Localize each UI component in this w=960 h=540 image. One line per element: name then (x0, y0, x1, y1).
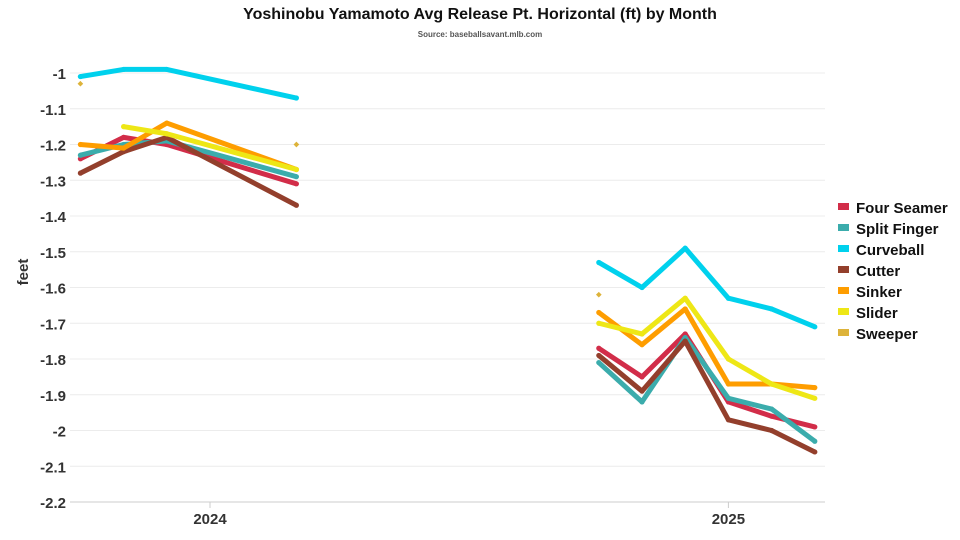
y-tick-label: -1.3 (40, 173, 66, 190)
data-point (682, 334, 688, 341)
data-point (682, 338, 688, 344)
data-point (725, 356, 732, 362)
data-point (293, 141, 300, 148)
series-line-curveball (79, 66, 297, 101)
data-point (164, 131, 170, 137)
data-point (596, 309, 602, 316)
series-line-slider (598, 295, 816, 401)
series-line-slider (123, 124, 298, 172)
data-point (812, 324, 818, 330)
data-point (769, 427, 775, 434)
legend-swatch (838, 287, 849, 294)
data-point (639, 399, 645, 405)
data-point (812, 424, 818, 430)
data-point (596, 320, 602, 326)
data-point (769, 413, 775, 419)
chart-subtitle: Source: baseballsavant.mlb.com (417, 30, 543, 39)
y-tick-label: -2.2 (40, 495, 66, 512)
data-point (639, 388, 645, 394)
data-point (77, 80, 84, 87)
legend-label: Sweeper (856, 326, 918, 343)
data-point (121, 66, 127, 73)
data-point (682, 331, 688, 337)
legend-swatch (838, 203, 849, 210)
y-tick-label: -1.5 (40, 245, 66, 262)
legend-swatch (838, 266, 849, 273)
data-point (164, 66, 170, 73)
legend-label: Four Seamer (856, 200, 948, 217)
x-tick-label: 2025 (712, 511, 745, 528)
legend-swatch (838, 308, 849, 315)
data-point (77, 156, 83, 162)
y-tick-label: -1.9 (40, 388, 66, 405)
data-point (293, 174, 299, 180)
data-point (639, 374, 645, 380)
data-point (164, 120, 170, 126)
x-tick-label: 2024 (193, 511, 227, 528)
series-line-sinker (80, 120, 298, 172)
data-point (596, 359, 602, 366)
data-point (77, 73, 83, 80)
data-point (812, 395, 818, 401)
data-point (639, 284, 645, 291)
data-point (812, 449, 818, 455)
data-point (769, 406, 775, 412)
data-point (682, 306, 688, 312)
data-point (682, 245, 688, 251)
y-tick-label: -2 (53, 424, 66, 441)
y-tick-label: -1.7 (40, 316, 66, 333)
data-point (682, 295, 688, 301)
y-tick-label: -1.8 (40, 352, 66, 369)
data-point (725, 395, 732, 401)
y-tick-label: -1 (53, 66, 66, 83)
data-point (596, 345, 602, 351)
legend-swatch (838, 329, 849, 336)
data-point (77, 170, 83, 176)
data-point (639, 331, 645, 337)
data-point (77, 141, 83, 148)
legend-label: Slider (856, 305, 898, 322)
series-line-cutter (79, 134, 298, 208)
data-point (121, 145, 127, 151)
series-line-cutter (597, 338, 816, 455)
data-point (725, 381, 732, 387)
data-point (725, 295, 732, 301)
y-axis-label: feet (15, 259, 32, 286)
y-tick-label: -1.2 (40, 138, 66, 155)
legend-label: Sinker (856, 284, 902, 301)
data-point (121, 124, 127, 130)
data-point (769, 381, 775, 387)
data-point (596, 352, 602, 359)
data-point (595, 291, 602, 298)
series-line-curveball (597, 245, 816, 330)
chart-title: Yoshinobu Yamamoto Avg Release Pt. Horiz… (243, 6, 717, 23)
data-point (121, 134, 127, 140)
y-tick-label: -1.6 (40, 281, 66, 298)
data-point (639, 342, 645, 348)
data-point (293, 95, 299, 101)
y-tick-label: -2.1 (40, 459, 66, 476)
legend-label: Curveball (856, 242, 924, 259)
data-point (77, 152, 83, 158)
data-point (725, 417, 732, 423)
data-point (596, 259, 602, 266)
y-tick-label: -1.4 (40, 209, 67, 226)
data-point (293, 202, 299, 208)
legend-swatch (838, 224, 849, 231)
data-point (812, 385, 818, 391)
data-point (769, 306, 775, 312)
legend-swatch (838, 245, 849, 252)
series-line-split-finger (597, 335, 817, 444)
data-point (293, 166, 299, 173)
legend-label: Split Finger (856, 221, 939, 238)
y-tick-label: -1.1 (40, 102, 66, 119)
data-point (812, 438, 818, 444)
legend-label: Cutter (856, 263, 900, 280)
data-point (293, 181, 299, 187)
